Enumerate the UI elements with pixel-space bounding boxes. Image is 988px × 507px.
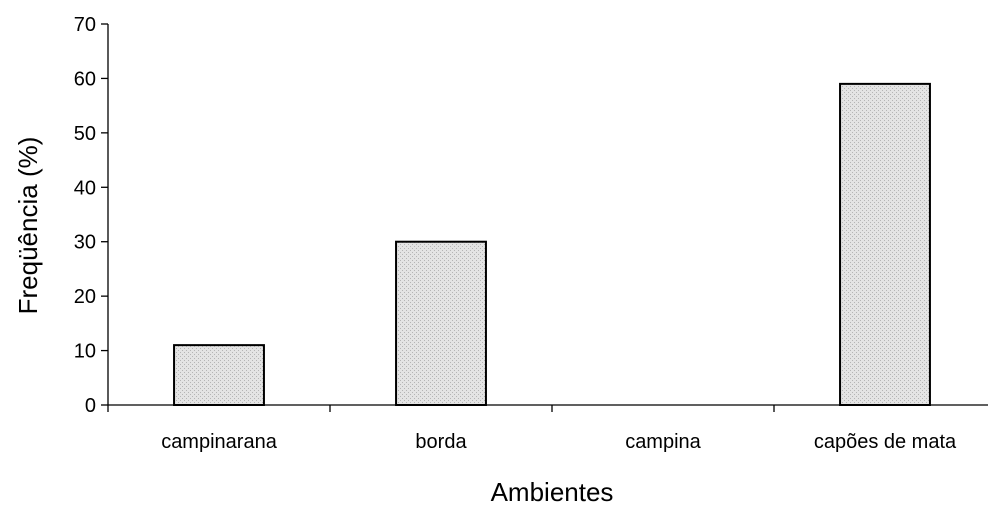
- bar-0: [173, 344, 265, 406]
- axes-group: [101, 23, 988, 412]
- x-axis-title: Ambientes: [491, 477, 614, 507]
- y-tick-label: 70: [74, 14, 96, 36]
- y-tick-labels: 0 10 20 30 40 50 60 70: [74, 14, 96, 417]
- x-tick-label: campina: [625, 431, 701, 453]
- x-tick-label: borda: [415, 431, 467, 453]
- x-tick-labels: campinarana borda campina capões de mata: [161, 431, 957, 453]
- y-axis-title: Freqüência (%): [13, 137, 43, 315]
- x-tick-label: campinarana: [161, 431, 278, 453]
- y-tick-label: 40: [74, 177, 96, 199]
- y-tick-label: 10: [74, 341, 96, 363]
- y-tick-label: 60: [74, 68, 96, 90]
- y-tick-label: 50: [74, 123, 96, 145]
- bar-3: [839, 82, 931, 406]
- bar-1: [395, 240, 487, 406]
- y-tick-label: 0: [85, 395, 96, 417]
- x-tick-label: capões de mata: [814, 431, 957, 453]
- y-tick-label: 30: [74, 232, 96, 254]
- bars-group: [173, 82, 931, 406]
- y-tick-label: 20: [74, 286, 96, 308]
